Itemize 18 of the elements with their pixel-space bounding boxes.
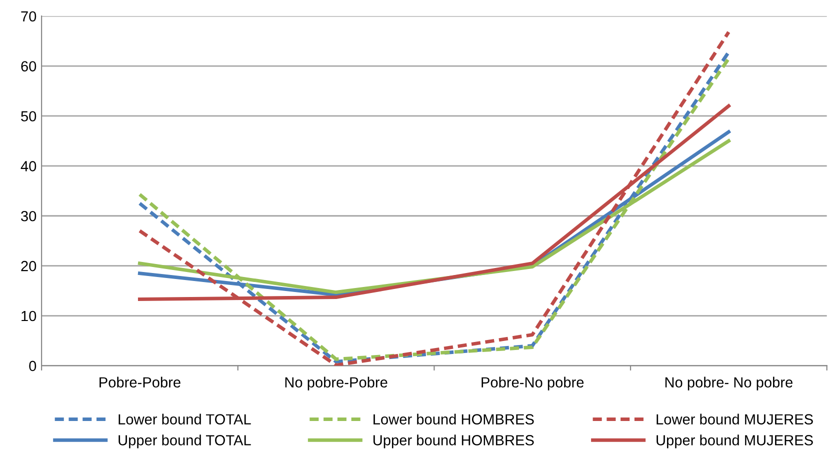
y-tick-label: 40 bbox=[20, 161, 36, 172]
legend-label: Lower bound MUJERES bbox=[656, 414, 813, 424]
y-tick-label: 30 bbox=[21, 210, 36, 222]
x-tick-label: Pobre-Pobre bbox=[100, 376, 180, 388]
y-tick-label: 10 bbox=[22, 310, 36, 322]
x-tick-label: No pobre- No pobre bbox=[665, 376, 792, 390]
legend-label: Upper bound MUJERES bbox=[656, 434, 813, 448]
legend-label: Upper bound HOMBRES bbox=[373, 434, 534, 448]
legend-label: Lower bound HOMBRES bbox=[374, 414, 534, 424]
y-tick-label: 60 bbox=[21, 61, 36, 72]
legend-label: Lower bound TOTAL bbox=[118, 414, 251, 424]
y-tick-label: 50 bbox=[21, 111, 36, 122]
y-tick-label: 0 bbox=[29, 360, 36, 372]
x-tick-label: No pobre-Pobre bbox=[285, 376, 388, 390]
y-tick-label: 20 bbox=[21, 260, 36, 272]
x-tick-label: Pobre-No pobre bbox=[482, 376, 584, 390]
y-tick-label: 70 bbox=[21, 11, 36, 22]
legend-label: Upper bound TOTAL bbox=[118, 434, 251, 448]
